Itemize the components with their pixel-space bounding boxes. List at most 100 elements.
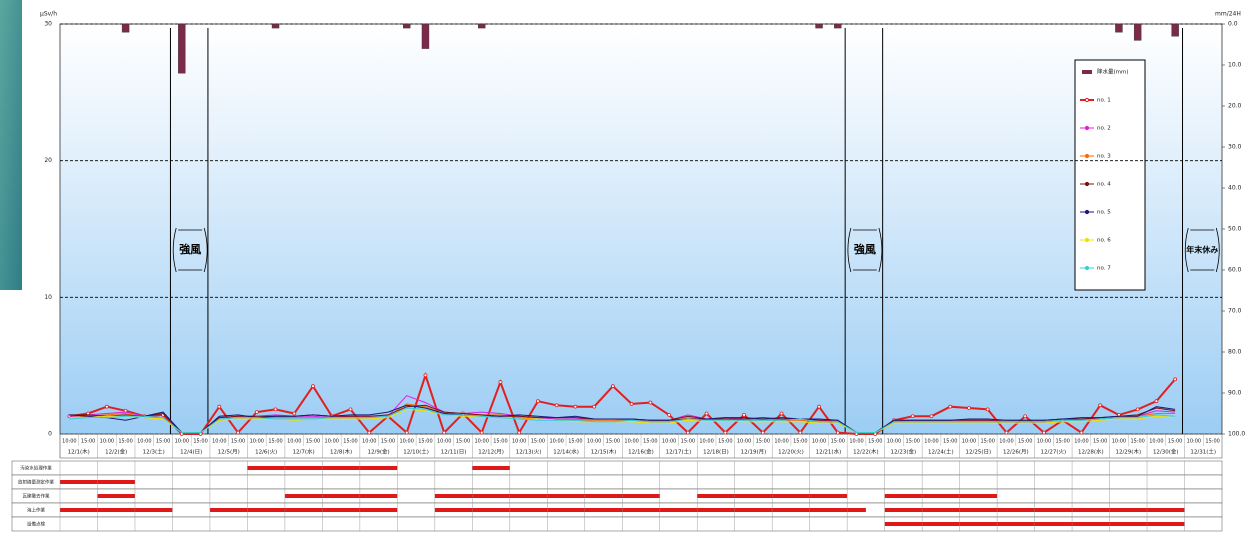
rain-bar: [1171, 23, 1179, 37]
legend-marker: [1084, 153, 1090, 159]
legend-marker: [1084, 181, 1090, 187]
legend-marker: [1084, 125, 1090, 131]
point: [517, 430, 522, 435]
date-label: 12/29(木): [1115, 448, 1141, 456]
rain-bar: [834, 23, 842, 29]
map-fragment: [0, 0, 22, 290]
point: [1154, 399, 1159, 404]
x-tick-label: 15:00: [118, 439, 132, 445]
point: [1042, 430, 1046, 435]
x-tick-label: 15:00: [793, 439, 807, 445]
point: [311, 384, 315, 389]
x-tick-label: 10:00: [512, 439, 526, 445]
date-label: 12/23(金): [891, 448, 917, 456]
series-line: [69, 371, 1176, 435]
schedule-bar: [97, 494, 135, 498]
legend-marker: [1084, 237, 1090, 243]
schedule-bar: [284, 494, 398, 498]
date-label: 12/10(土): [403, 448, 429, 456]
x-tick-label: 15:00: [718, 439, 732, 445]
point: [423, 373, 428, 378]
point: [648, 400, 653, 405]
annotation-bracket: [847, 227, 883, 273]
x-tick-label: 15:00: [231, 439, 245, 445]
rain-bar: [271, 23, 280, 29]
date-label: 12/21(水): [816, 448, 842, 456]
rain-bar: [403, 23, 411, 29]
legend-label: no. 3: [1097, 154, 1111, 160]
schedule-bar: [60, 508, 173, 512]
y2-tick-label: 0.0: [1228, 21, 1238, 28]
point: [292, 411, 297, 416]
rain-bar: [178, 23, 186, 74]
point: [236, 430, 240, 435]
legend-label: no. 4: [1097, 182, 1111, 188]
y2-axis-label: mm/24H: [1215, 11, 1241, 18]
x-tick-label: 15:00: [1018, 439, 1032, 445]
x-tick-label: 15:00: [1205, 439, 1219, 445]
x-tick-label: 10:00: [962, 439, 976, 445]
y-tick-label: 0: [48, 431, 52, 438]
y2-tick-label: 30.0: [1228, 144, 1242, 151]
point: [685, 430, 690, 435]
schedule-bar: [434, 508, 866, 512]
x-tick-label: 15:00: [568, 439, 582, 445]
point: [554, 403, 559, 408]
point: [817, 404, 821, 409]
y2-tick-label: 80.0: [1228, 349, 1242, 356]
y-axis-label: μSv/h: [40, 11, 57, 18]
legend-marker: [1084, 209, 1090, 215]
schedule-label: 設備点検: [27, 521, 45, 528]
point: [536, 399, 540, 404]
legend-label: 降水量(mm): [1097, 68, 1129, 76]
y-tick-label: 30: [44, 21, 52, 28]
date-label: 12/4(日): [180, 449, 202, 456]
date-label: 12/17(土): [666, 448, 692, 456]
date-label: 12/11(日): [441, 449, 467, 456]
date-label: 12/1(木): [68, 448, 90, 456]
schedule-row: [11, 474, 1223, 490]
annotation: 強風: [854, 242, 876, 256]
x-tick-label: 15:00: [306, 439, 320, 445]
x-tick-label: 10:00: [474, 439, 488, 445]
schedule-label: 放射線量測定作業: [18, 479, 54, 486]
rain-bar: [421, 23, 430, 49]
y2-tick-label: 90.0: [1228, 390, 1242, 397]
x-tick-label: 10:00: [774, 439, 788, 445]
x-tick-label: 10:00: [400, 439, 414, 445]
y2-tick-label: 40.0: [1228, 185, 1242, 192]
x-tick-label: 10:00: [175, 439, 189, 445]
date-label: 12/3(土): [143, 448, 165, 456]
x-tick-label: 10:00: [624, 439, 638, 445]
point: [254, 410, 259, 415]
legend-label: no. 5: [1097, 210, 1111, 216]
x-tick-label: 15:00: [681, 439, 695, 445]
x-tick-label: 15:00: [1168, 439, 1182, 445]
point: [1098, 403, 1103, 408]
x-tick-label: 10:00: [587, 439, 601, 445]
x-tick-label: 15:00: [831, 439, 845, 445]
x-tick-label: 10:00: [737, 439, 751, 445]
x-tick-label: 15:00: [606, 439, 620, 445]
schedule-label: 汚染水処理作業: [20, 465, 52, 472]
y2-tick-label: 70.0: [1228, 308, 1242, 315]
x-tick-label: 15:00: [531, 439, 545, 445]
rain-bar: [1115, 23, 1123, 33]
schedule-bar: [884, 494, 998, 498]
date-label: 12/19(月): [741, 449, 767, 456]
point: [1173, 377, 1178, 382]
x-tick-label: 15:00: [193, 439, 207, 445]
y2-tick-label: 10.0: [1228, 62, 1242, 69]
rain-bar: [477, 23, 486, 29]
date-label: 12/25(日): [966, 449, 992, 456]
legend: [1074, 59, 1146, 291]
point: [592, 404, 597, 409]
x-tick-label: 15:00: [381, 439, 395, 445]
x-tick-label: 15:00: [943, 439, 957, 445]
x-tick-label: 10:00: [362, 439, 376, 445]
x-tick-label: 15:00: [1130, 439, 1144, 445]
schedule-bar: [209, 508, 398, 512]
date-label: 12/22(木): [853, 448, 879, 456]
x-tick-label: 10:00: [1149, 439, 1163, 445]
